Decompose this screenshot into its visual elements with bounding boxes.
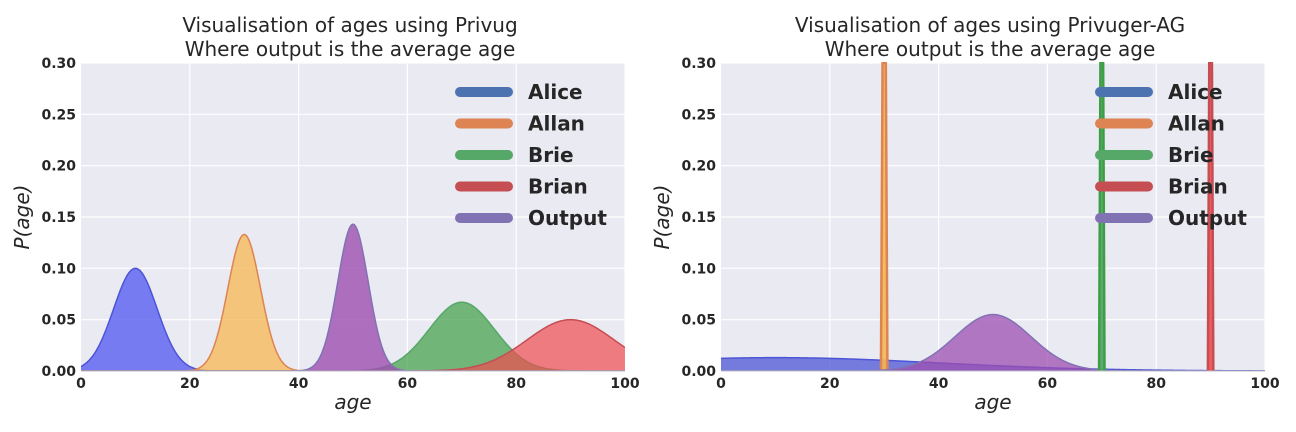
- series-area-1: [81, 268, 625, 371]
- y-tick-label: 0.00: [681, 364, 716, 380]
- chart-title-line-2: Where output is the average age: [825, 37, 1156, 61]
- legend-label-allan: Allan: [1168, 112, 1225, 136]
- y-tick-label: 0.05: [41, 313, 76, 329]
- chart-title-line-1: Visualisation of ages using Privug: [182, 13, 517, 37]
- series-line-2: [879, 62, 889, 371]
- series-line-5: [81, 223, 625, 371]
- y-tick-label: 0.10: [41, 261, 76, 277]
- legend-label-brian: Brian: [528, 175, 588, 199]
- series-line-4: [81, 318, 625, 371]
- series-line-3: [721, 313, 1265, 371]
- y-tick-label: 0.25: [41, 107, 76, 123]
- legend-label-brian: Brian: [1168, 175, 1228, 199]
- legend-label-output: Output: [1168, 206, 1247, 230]
- y-tick-label: 0.15: [681, 210, 716, 226]
- y-tick-label: 0.05: [681, 313, 716, 329]
- x-tick-label: 80: [506, 376, 526, 392]
- legend-label-alice: Alice: [528, 80, 583, 104]
- y-tick-label: 0.30: [681, 56, 716, 72]
- x-tick-label: 20: [180, 376, 200, 392]
- y-tick-label: 0.15: [41, 210, 76, 226]
- x-axis-label: age: [974, 390, 1011, 414]
- x-tick-label: 40: [289, 376, 309, 392]
- series-area-5: [81, 224, 625, 371]
- y-tick-label: 0.20: [41, 159, 76, 175]
- y-tick-label: 0.20: [681, 159, 716, 175]
- series-area-3: [721, 314, 1265, 371]
- x-tick-label: 40: [929, 376, 949, 392]
- legend-label-allan: Allan: [528, 112, 585, 136]
- y-axis-label: P(age): [650, 185, 674, 250]
- series-line-1: [81, 267, 625, 371]
- x-tick-label: 0: [716, 376, 726, 392]
- series-area-4: [81, 319, 625, 371]
- x-tick-label: 20: [820, 376, 840, 392]
- x-tick-label: 60: [398, 376, 418, 392]
- legend-label-output: Output: [528, 206, 607, 230]
- y-axis-label: P(age): [10, 185, 34, 250]
- chart-title-line-2: Where output is the average age: [185, 37, 516, 61]
- chart-title-line-1: Visualisation of ages using Privuger-AG: [795, 13, 1185, 37]
- y-tick-label: 0.10: [681, 261, 716, 277]
- series-area-1: [721, 357, 1265, 371]
- series-area-3: [81, 302, 625, 371]
- y-tick-label: 0.30: [41, 56, 76, 72]
- legend-label-alice: Alice: [1168, 80, 1223, 104]
- legend-label-brie: Brie: [528, 143, 574, 167]
- x-tick-label: 100: [1250, 376, 1279, 392]
- series-line-5: [1206, 62, 1215, 371]
- x-axis-label: age: [334, 390, 371, 414]
- x-tick-label: 100: [610, 376, 639, 392]
- x-tick-label: 60: [1038, 376, 1058, 392]
- chart-panel-2: 0 20 40 60 80 100 0.00 0.05 0.10 0.15 0.20 0.25 0.30…: [650, 13, 1280, 414]
- legend-label-brie: Brie: [1168, 143, 1214, 167]
- series-group: [81, 223, 625, 371]
- x-tick-label: 80: [1146, 376, 1166, 392]
- y-tick-label: 0.25: [681, 107, 716, 123]
- x-tick-label: 0: [76, 376, 86, 392]
- y-tick-label: 0.00: [41, 364, 76, 380]
- chart-panel-1: 0 20 40 60 80 100 0.00 0.05 0.10 0.15 0.20 0.25 0.30…: [10, 13, 640, 414]
